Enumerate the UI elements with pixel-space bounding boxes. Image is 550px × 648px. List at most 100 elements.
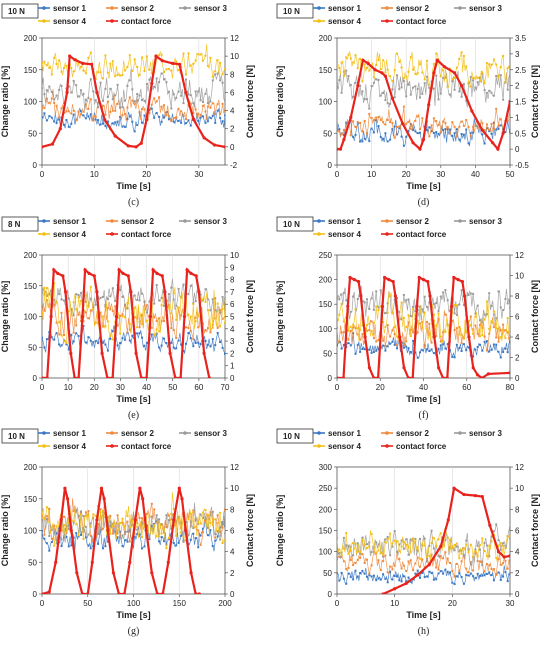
sensor-point bbox=[158, 317, 161, 320]
sensor-point bbox=[502, 329, 505, 331]
sensor-point bbox=[199, 99, 202, 102]
sensor-point bbox=[492, 58, 495, 61]
sensor-point bbox=[361, 333, 364, 336]
sensor-point bbox=[53, 338, 56, 341]
sensor-point bbox=[204, 301, 207, 303]
sensor-point bbox=[442, 572, 445, 575]
sensor-point bbox=[53, 298, 56, 301]
series-markers-contact-force bbox=[42, 268, 211, 378]
sensor-point bbox=[65, 65, 68, 67]
sensor-point bbox=[214, 297, 217, 300]
sensor-point bbox=[509, 332, 510, 335]
sensor-point bbox=[63, 515, 65, 518]
legend-label-1: sensor 2 bbox=[121, 4, 154, 13]
contact-force-point bbox=[380, 71, 384, 75]
sensor-point bbox=[155, 77, 158, 80]
sensor-point bbox=[384, 345, 387, 347]
sensor-point bbox=[347, 75, 350, 77]
sensor-point bbox=[502, 544, 505, 547]
sensor-point bbox=[45, 295, 48, 297]
sensor-point bbox=[430, 130, 433, 133]
sensor-point bbox=[384, 349, 387, 352]
y-tick-label: 200 bbox=[319, 34, 333, 43]
sensor-point bbox=[389, 294, 392, 297]
y-tick-label: 0 bbox=[33, 161, 38, 170]
sensor-point bbox=[58, 59, 61, 62]
sensor-point bbox=[405, 570, 408, 573]
sensor-point bbox=[428, 83, 431, 86]
contact-force-point bbox=[471, 366, 475, 370]
sensor-point bbox=[467, 574, 470, 577]
sensor-point bbox=[109, 514, 112, 517]
sensor-point bbox=[485, 123, 488, 126]
sensor-point bbox=[80, 113, 82, 116]
sensor-point bbox=[116, 522, 119, 525]
contact-force-point bbox=[402, 366, 406, 370]
sensor-point bbox=[116, 532, 119, 535]
sensor-point bbox=[141, 323, 143, 326]
sensor-point bbox=[153, 302, 156, 305]
sensor-point bbox=[345, 582, 348, 585]
sensor-point bbox=[109, 62, 112, 65]
sensor-point bbox=[409, 559, 412, 562]
sensor-point bbox=[136, 326, 139, 329]
sensor-point bbox=[465, 331, 468, 334]
sensor-point bbox=[121, 125, 124, 128]
sensor-point bbox=[389, 554, 392, 557]
sensor-point bbox=[462, 124, 465, 127]
contact-force-point bbox=[184, 90, 188, 94]
sensor-point bbox=[396, 52, 398, 55]
y2-axis-label: Contact force [N] bbox=[530, 494, 540, 567]
sensor-point bbox=[449, 67, 451, 70]
sensor-point bbox=[481, 133, 484, 136]
contact-force-point bbox=[161, 592, 165, 594]
sensor-point bbox=[214, 70, 217, 73]
sensor-point bbox=[53, 303, 56, 306]
sensor-point bbox=[444, 76, 447, 79]
sensor-point bbox=[87, 533, 90, 536]
sensor-point bbox=[143, 344, 146, 347]
sensor-point bbox=[497, 558, 500, 561]
sensor-point bbox=[209, 56, 212, 59]
sensor-point bbox=[187, 534, 190, 537]
sensor-point bbox=[462, 55, 465, 57]
sensor-point bbox=[119, 74, 122, 77]
sensor-point bbox=[382, 137, 385, 140]
sensor-point bbox=[172, 93, 175, 96]
sensor-point bbox=[375, 63, 378, 66]
sensor-point bbox=[121, 521, 124, 524]
contact-force-point bbox=[437, 366, 441, 370]
sensor-point bbox=[488, 130, 491, 133]
contact-force-point bbox=[446, 518, 450, 522]
sensor-point bbox=[167, 538, 170, 541]
sensor-point bbox=[53, 56, 56, 59]
sensor-point bbox=[437, 310, 440, 313]
sensor-point bbox=[92, 119, 95, 122]
contact-force-point bbox=[177, 486, 181, 490]
sensor-point bbox=[116, 344, 119, 347]
sensor-point bbox=[114, 305, 117, 308]
sensor-point bbox=[194, 342, 197, 344]
sensor-point bbox=[483, 129, 486, 132]
sensor-point bbox=[224, 297, 225, 300]
y-tick-label: 250 bbox=[319, 251, 333, 260]
sensor-point bbox=[412, 305, 415, 308]
sensor-point bbox=[342, 128, 345, 131]
sensor-point bbox=[474, 348, 477, 351]
sensor-point bbox=[109, 520, 112, 523]
sensor-point bbox=[197, 90, 200, 93]
sensor-point bbox=[506, 351, 509, 354]
contact-force-point bbox=[65, 90, 69, 94]
sensor-point bbox=[48, 115, 51, 118]
x-axis-label: Time [s] bbox=[116, 610, 150, 620]
sensor-point bbox=[453, 132, 456, 135]
contact-force-point bbox=[197, 592, 201, 594]
legend-label-3: sensor 4 bbox=[328, 230, 361, 239]
sensor-point bbox=[437, 347, 440, 350]
contact-force-point bbox=[95, 518, 99, 522]
y2-tick-label: 0 bbox=[515, 145, 520, 154]
contact-force-point bbox=[390, 96, 394, 100]
sensor-point bbox=[506, 535, 509, 537]
sensor-point bbox=[499, 548, 502, 551]
sensor-point bbox=[345, 56, 348, 59]
